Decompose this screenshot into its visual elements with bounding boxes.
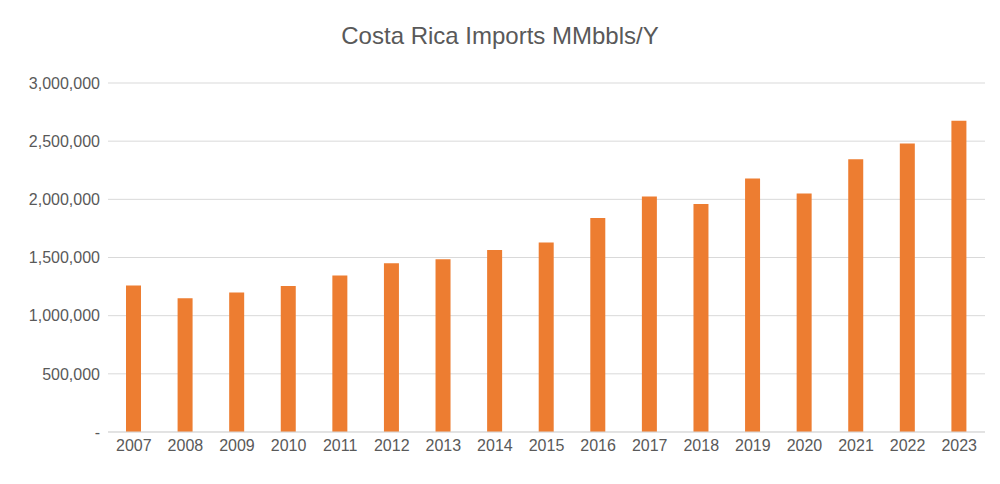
svg-text:3,000,000: 3,000,000: [29, 75, 100, 92]
svg-text:2019: 2019: [735, 437, 771, 454]
html-text:Costa Rica Imports MMbbls/Y: Costa Rica Imports MMbbls/Y: [341, 22, 659, 49]
svg-text:2011: 2011: [323, 437, 358, 454]
svg-text:2012: 2012: [374, 437, 410, 454]
svg-text:2021: 2021: [838, 437, 874, 454]
svg-text:2018: 2018: [683, 437, 719, 454]
svg-text:1,500,000: 1,500,000: [29, 249, 100, 266]
svg-text:2014: 2014: [477, 437, 513, 454]
svg-text:2017: 2017: [632, 437, 668, 454]
svg-text:2023: 2023: [941, 437, 977, 454]
svg-text:2010: 2010: [271, 437, 307, 454]
svg-text:2,000,000: 2,000,000: [29, 191, 100, 208]
svg-text:2022: 2022: [890, 437, 926, 454]
svg-text:2,500,000: 2,500,000: [29, 133, 100, 150]
svg-text:2020: 2020: [787, 437, 823, 454]
svg-text:-: -: [95, 424, 100, 441]
svg-text:2008: 2008: [168, 437, 204, 454]
svg-text:500,000: 500,000: [42, 366, 100, 383]
svg-text:2013: 2013: [426, 437, 462, 454]
svg-text:2015: 2015: [529, 437, 565, 454]
svg-text:1,000,000: 1,000,000: [29, 307, 100, 324]
svg-text:2016: 2016: [580, 437, 616, 454]
svg-text:2009: 2009: [219, 437, 255, 454]
svg-text:2007: 2007: [116, 437, 152, 454]
